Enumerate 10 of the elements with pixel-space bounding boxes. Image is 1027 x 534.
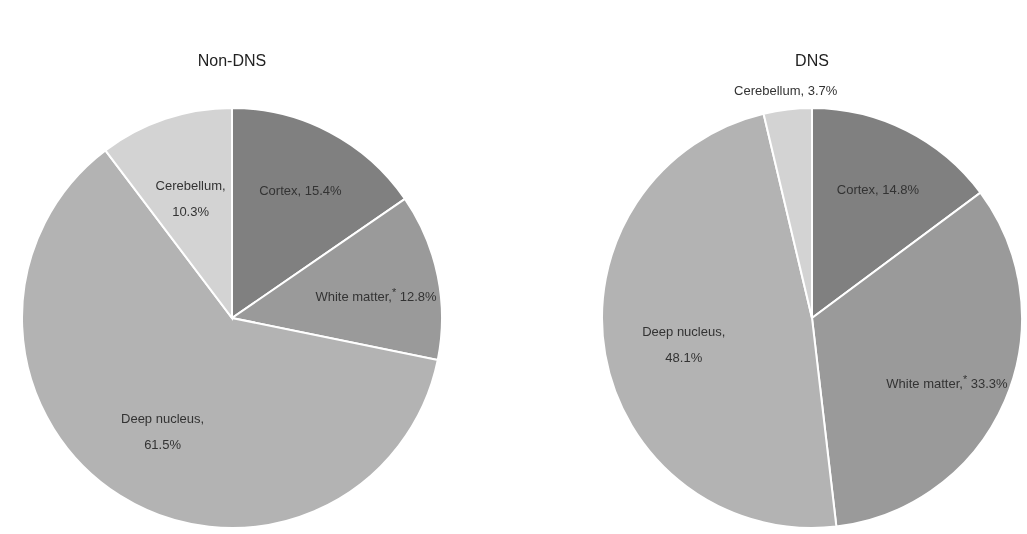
chart-title: Non-DNS (197, 52, 267, 69)
chart-title: DNS (795, 52, 829, 69)
slice-label: Deep nucleus, 48.1% (641, 322, 727, 367)
slice-label: Cortex, 14.8% (835, 180, 921, 199)
slice-label: Deep nucleus, 61.5% (120, 410, 206, 455)
slice-label: White matter,$^{*}$ 33.3% (885, 372, 1009, 394)
slice-label: Cortex, 15.4% (259, 182, 342, 198)
slice-label: Cerebellum, 10.3% (154, 176, 227, 221)
slice-label: White matter,$^{*}$ 12.8% (314, 284, 438, 306)
slice-label: Cerebellum, 3.7% (733, 81, 839, 100)
